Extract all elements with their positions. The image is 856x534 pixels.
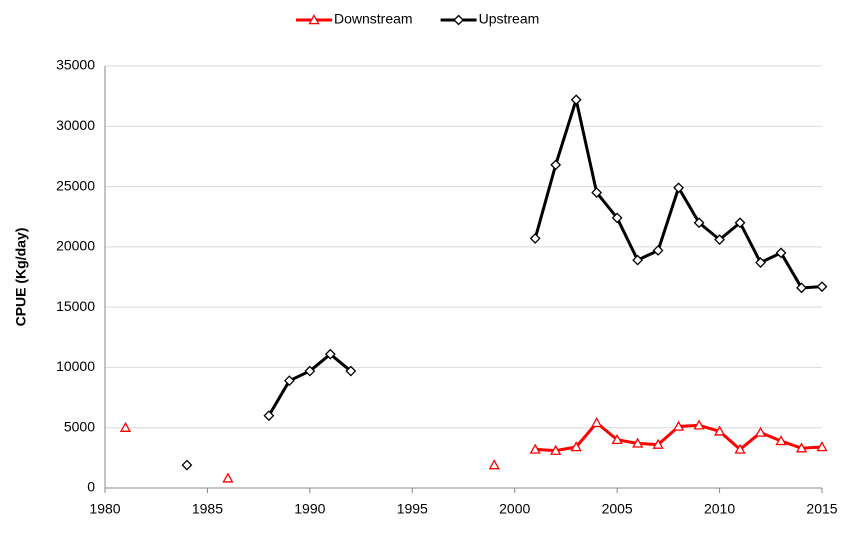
marker [529, 232, 541, 244]
marker [570, 94, 582, 106]
x-tick-label: 2000 [499, 501, 530, 517]
marker [714, 234, 725, 246]
marker [775, 247, 787, 259]
marker [755, 257, 766, 268]
x-tick-label: 2005 [602, 501, 633, 517]
marker [529, 443, 541, 454]
marker [632, 437, 644, 448]
marker [222, 472, 234, 483]
marker [611, 212, 623, 224]
marker [672, 420, 685, 431]
marker [453, 14, 465, 26]
marker [775, 435, 787, 446]
y-tick-label: 20000 [56, 238, 95, 254]
marker [693, 217, 705, 229]
x-tick-label: 2015 [806, 501, 837, 517]
marker [324, 348, 336, 360]
x-tick-label: 1990 [294, 501, 325, 517]
marker [652, 438, 664, 449]
y-axis-label: CPUE (Kg/day) [13, 228, 29, 327]
marker [652, 245, 664, 256]
legend-label: Downstream [334, 11, 413, 27]
marker [816, 441, 828, 452]
marker [693, 419, 705, 430]
marker [713, 425, 726, 436]
marker [283, 375, 295, 387]
marker [308, 14, 320, 25]
marker [550, 444, 562, 455]
marker [754, 426, 767, 437]
marker [795, 442, 808, 453]
y-tick-label: 30000 [56, 117, 95, 133]
marker [345, 365, 357, 377]
marker [570, 441, 582, 452]
marker [263, 410, 275, 422]
x-tick-label: 1995 [397, 501, 428, 517]
marker [119, 421, 132, 432]
marker [734, 217, 746, 229]
x-tick-label: 1985 [192, 501, 223, 517]
y-tick-label: 25000 [56, 177, 95, 193]
marker [304, 365, 316, 377]
y-tick-label: 5000 [64, 418, 95, 434]
marker [611, 433, 623, 445]
y-tick-label: 0 [87, 479, 95, 495]
y-tick-label: 35000 [56, 57, 95, 73]
marker [550, 159, 562, 171]
x-tick-label: 1980 [89, 501, 120, 517]
marker [591, 187, 603, 199]
marker [816, 281, 828, 293]
y-tick-label: 15000 [56, 298, 95, 314]
marker [591, 417, 603, 428]
marker [632, 254, 644, 266]
marker [181, 459, 193, 471]
marker [488, 459, 500, 470]
marker [673, 182, 685, 194]
legend-label: Upstream [479, 11, 540, 27]
y-tick-label: 10000 [56, 358, 95, 374]
marker [734, 443, 746, 454]
marker [796, 282, 807, 294]
x-tick-label: 2010 [704, 501, 735, 517]
